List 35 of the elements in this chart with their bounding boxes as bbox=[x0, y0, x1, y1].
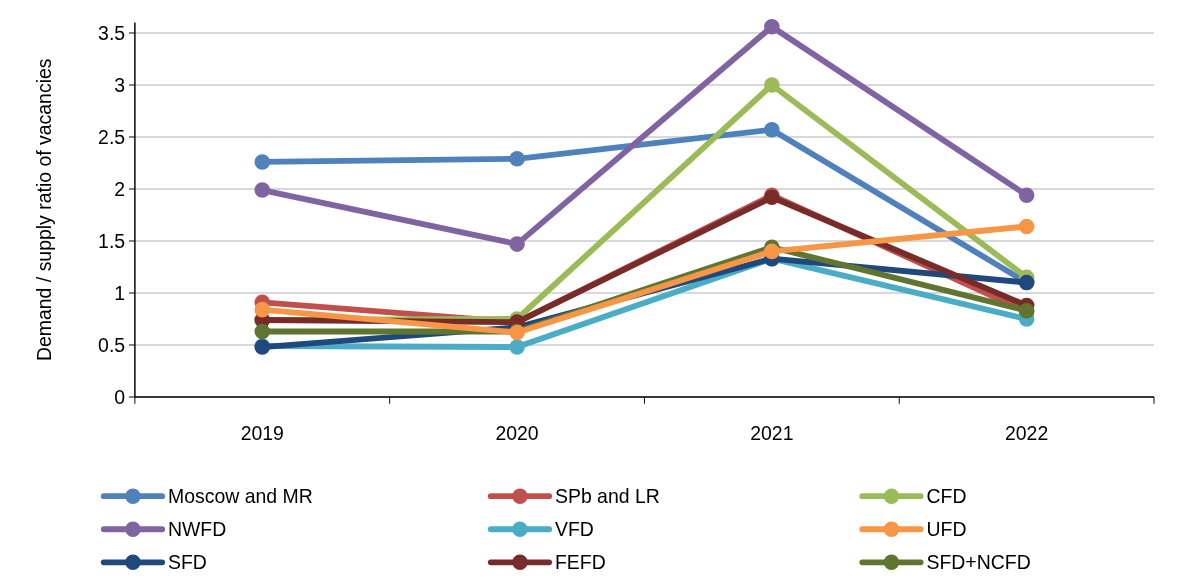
x-tick-label: 2020 bbox=[495, 421, 539, 444]
point bbox=[509, 151, 525, 167]
x-tick-label: 2021 bbox=[750, 421, 794, 444]
y-tick-label: 2 bbox=[114, 177, 126, 200]
point bbox=[254, 323, 271, 340]
y-tick-label: 0 bbox=[114, 385, 126, 408]
point bbox=[1018, 218, 1035, 235]
point bbox=[509, 339, 525, 355]
legend-label: SFD bbox=[167, 551, 207, 574]
point bbox=[254, 301, 271, 318]
point bbox=[764, 18, 780, 35]
legend-label: VFD bbox=[554, 518, 594, 541]
point bbox=[764, 121, 780, 138]
y-tick-label: 1.5 bbox=[98, 229, 126, 252]
point bbox=[1018, 187, 1035, 204]
legend-label: SPb and LR bbox=[554, 484, 660, 507]
legend-label: UFD bbox=[926, 518, 967, 541]
point bbox=[764, 243, 780, 260]
legend-label: NWFD bbox=[167, 518, 227, 541]
x-tick-label: 2019 bbox=[240, 421, 284, 444]
point bbox=[254, 182, 271, 198]
point bbox=[764, 77, 780, 93]
y-tick-label: 3.5 bbox=[98, 21, 126, 44]
y-tick-label: 1 bbox=[114, 281, 126, 304]
legend-label: FEFD bbox=[554, 551, 606, 574]
legend-label: CFD bbox=[926, 484, 967, 507]
y-tick-label: 3 bbox=[114, 73, 126, 96]
x-tick-label: 2022 bbox=[1005, 421, 1049, 444]
legend-label: SFD+NCFD bbox=[926, 551, 1031, 574]
y-tick-label: 2.5 bbox=[98, 125, 126, 148]
y-tick-label: 0.5 bbox=[98, 333, 126, 356]
point bbox=[509, 236, 525, 252]
y-axis-title: Demand / supply ratio of vacancies bbox=[33, 58, 56, 362]
point bbox=[254, 154, 271, 170]
legend-label: Moscow and MR bbox=[167, 484, 313, 507]
